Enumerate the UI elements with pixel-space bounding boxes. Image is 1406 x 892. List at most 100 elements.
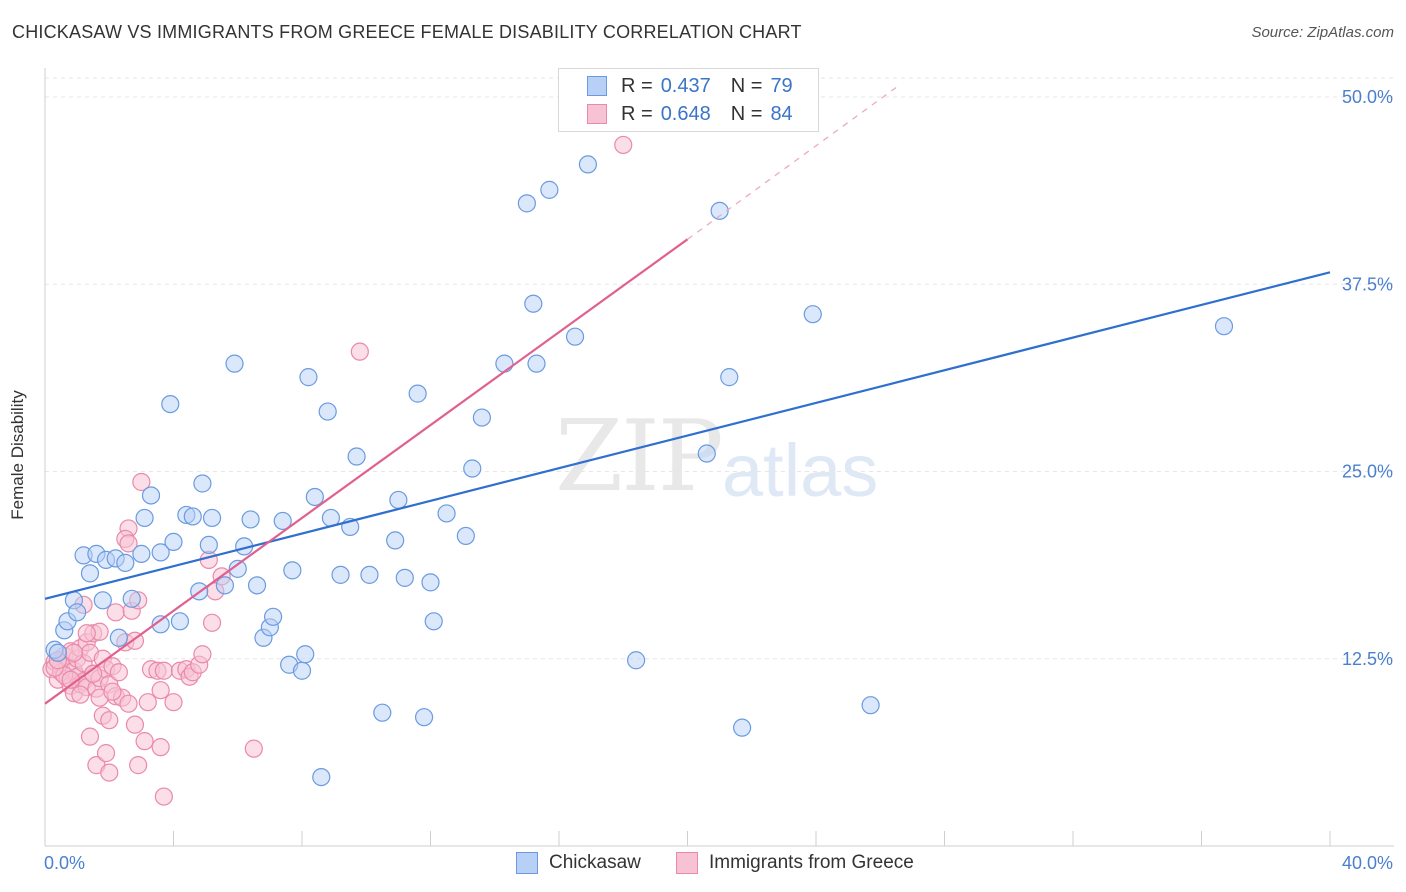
chart-title: CHICKASAW VS IMMIGRANTS FROM GREECE FEMA… [12, 22, 802, 42]
watermark-atlas: atlas [722, 429, 879, 512]
x-tick-label: 40.0% [1342, 853, 1393, 873]
data-point-chickasaw [193, 474, 212, 493]
tick-labels: 12.5% 25.0% 37.5% 50.0% 0.0% 40.0% [44, 87, 1393, 873]
data-point-chickasaw [296, 645, 315, 664]
legend-n-label: N = [730, 74, 763, 97]
immigrants-greece-points [42, 135, 633, 806]
data-point-greece [151, 738, 170, 757]
legend-r-label: R = [621, 102, 653, 125]
data-point-chickasaw [170, 612, 190, 631]
data-point-chickasaw [331, 565, 350, 584]
legend-item-greece[interactable]: Immigrants from Greece [676, 852, 914, 874]
data-point-chickasaw [164, 532, 183, 552]
series-legend: Chickasaw Immigrants from Greece [0, 852, 1406, 878]
data-point-chickasaw [151, 543, 170, 562]
data-point-chickasaw [132, 544, 151, 563]
data-point-greece [132, 472, 151, 492]
data-point-chickasaw [803, 305, 822, 324]
data-point-chickasaw [565, 327, 585, 346]
data-point-chickasaw [495, 354, 514, 373]
data-point-chickasaw [389, 490, 408, 510]
legend-item-chickasaw[interactable]: Chickasaw [516, 852, 641, 874]
data-point-chickasaw [517, 194, 536, 213]
trend-line-chickasaw [44, 271, 1331, 600]
data-point-chickasaw [225, 354, 244, 373]
data-point-chickasaw [122, 589, 141, 608]
data-point-greece [80, 727, 100, 746]
data-point-chickasaw [578, 155, 598, 174]
data-point-greece [71, 685, 90, 704]
legend-row-chickasaw: R = 0.437 N = 79 [559, 72, 793, 100]
data-point-chickasaw [697, 444, 716, 463]
data-point-chickasaw [347, 447, 366, 466]
chickasaw-points [45, 155, 1234, 787]
legend-swatch-pink [587, 104, 607, 124]
data-point-chickasaw [215, 576, 234, 595]
legend-swatch-blue [587, 76, 607, 96]
data-point-chickasaw [263, 607, 283, 626]
data-point-chickasaw [527, 354, 546, 373]
data-point-greece [138, 693, 157, 712]
data-point-chickasaw [386, 531, 405, 550]
data-point-chickasaw [437, 504, 456, 523]
legend-label-chickasaw: Chickasaw [549, 852, 641, 873]
data-point-chickasaw [540, 180, 559, 199]
data-point-chickasaw [720, 368, 739, 387]
y-tick-label: 25.0% [1342, 462, 1393, 482]
y-tick-label: 37.5% [1342, 274, 1393, 294]
legend-n-value: 84 [770, 102, 793, 125]
data-point-greece [109, 663, 128, 682]
data-point-chickasaw [273, 511, 292, 531]
legend-n-label: N = [730, 102, 763, 125]
data-point-chickasaw [80, 564, 100, 583]
data-point-greece [103, 682, 122, 701]
data-point-greece [77, 624, 96, 643]
gridlines [45, 77, 1394, 660]
legend-r-label: R = [621, 74, 653, 97]
stats-legend: R = 0.437 N = 79 R = 0.648 N = 84 [558, 68, 819, 132]
y-tick-label: 50.0% [1342, 87, 1393, 107]
data-point-greece [106, 603, 125, 622]
data-point-greece [119, 534, 138, 553]
data-point-chickasaw [360, 565, 379, 584]
data-point-chickasaw [199, 535, 218, 555]
data-point-chickasaw [733, 718, 752, 737]
watermark-zip: ZIP [555, 400, 724, 514]
trend-line-greece-extrapolated [687, 84, 900, 240]
data-point-greece [96, 744, 116, 763]
data-point-chickasaw [472, 408, 491, 427]
data-point-chickasaw [1214, 317, 1234, 336]
data-point-chickasaw [141, 486, 161, 505]
data-point-chickasaw [183, 507, 202, 526]
legend-row-greece: R = 0.648 N = 84 [559, 100, 793, 128]
data-point-chickasaw [626, 651, 646, 670]
x-tick-label: 0.0% [44, 853, 85, 873]
data-point-chickasaw [228, 559, 247, 578]
data-point-chickasaw [151, 615, 170, 634]
legend-r-value: 0.437 [660, 74, 711, 97]
data-point-greece [202, 613, 222, 632]
data-point-greece [100, 711, 119, 730]
data-point-chickasaw [408, 384, 427, 403]
legend-r-value: 0.648 [660, 102, 711, 125]
data-point-chickasaw [414, 708, 434, 727]
data-point-chickasaw [463, 459, 482, 478]
data-point-chickasaw [299, 368, 318, 387]
trend-lines [44, 84, 1331, 705]
data-point-chickasaw [283, 561, 302, 580]
data-point-greece [244, 739, 263, 758]
data-point-greece [129, 756, 148, 775]
trend-line-greece [44, 238, 689, 705]
data-point-chickasaw [93, 591, 112, 610]
data-point-chickasaw [312, 767, 331, 787]
legend-label-greece: Immigrants from Greece [709, 852, 914, 873]
y-tick-label: 12.5% [1342, 649, 1393, 669]
data-point-greece [135, 732, 154, 751]
data-point-greece [154, 661, 173, 680]
axes [44, 68, 1394, 847]
data-point-greece [125, 715, 145, 734]
data-point-chickasaw [135, 508, 154, 528]
data-point-chickasaw [68, 603, 87, 622]
data-point-greece [64, 643, 84, 662]
